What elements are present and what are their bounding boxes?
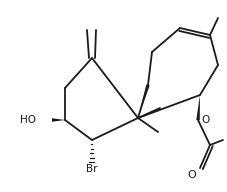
Text: O: O [186, 170, 195, 180]
Polygon shape [52, 118, 65, 122]
Polygon shape [195, 95, 199, 120]
Text: Br: Br [86, 164, 97, 174]
Polygon shape [137, 84, 149, 118]
Text: HO: HO [20, 115, 36, 125]
Text: O: O [200, 115, 208, 125]
